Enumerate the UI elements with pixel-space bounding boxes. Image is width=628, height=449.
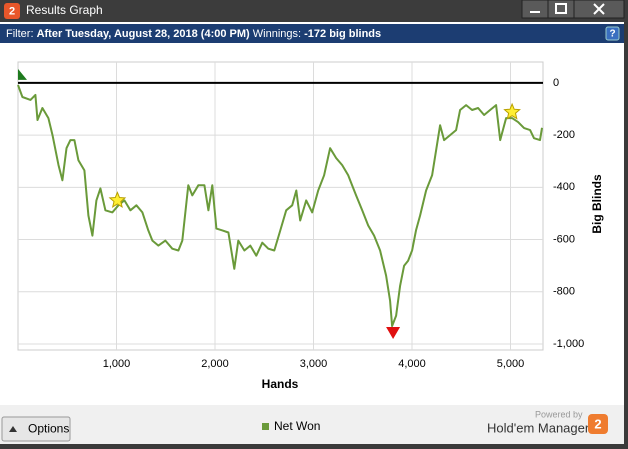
y-tick-label: -400 xyxy=(553,181,575,193)
options-button[interactable] xyxy=(1,416,71,442)
footer xyxy=(0,405,624,444)
y-tick-label: 0 xyxy=(553,77,559,89)
window-title: Results Graph xyxy=(26,3,103,17)
y-tick-label: -800 xyxy=(553,286,575,298)
powered-by: Powered by xyxy=(535,409,583,419)
brand-logo-text: 2 xyxy=(594,416,601,431)
brand-logo xyxy=(588,414,608,434)
app-icon xyxy=(4,3,20,19)
y-tick-label: -1,000 xyxy=(553,338,584,350)
legend-swatch xyxy=(262,423,269,430)
x-tick-label: 5,000 xyxy=(497,358,525,370)
y-tick-label: -600 xyxy=(553,233,575,245)
filter-value: After Tuesday, August 28, 2018 (4:00 PM) xyxy=(37,28,250,40)
x-tick-label: 4,000 xyxy=(398,358,426,370)
brand-name: Hold'em Manager xyxy=(487,420,590,435)
app-icon-text: 2 xyxy=(9,5,15,17)
minimize-button[interactable] xyxy=(521,0,549,19)
filter-bar xyxy=(0,24,624,43)
x-axis-label: Hands xyxy=(262,377,299,391)
x-tick-label: 3,000 xyxy=(300,358,328,370)
marker xyxy=(503,102,521,120)
marker xyxy=(386,327,401,340)
winnings-label: Winnings: xyxy=(253,28,301,40)
close-icon xyxy=(593,3,605,15)
marker xyxy=(108,191,127,208)
help-icon: ? xyxy=(609,29,615,40)
window-buttons[interactable] xyxy=(521,0,625,19)
series-line xyxy=(17,84,543,327)
maximize-button[interactable] xyxy=(547,0,575,19)
options-arrow xyxy=(9,426,17,432)
winnings-value: -172 big blinds xyxy=(304,28,381,40)
title-bar xyxy=(0,0,628,22)
filter-text: Filter: After Tuesday, August 28, 2018 (… xyxy=(6,28,381,40)
x-tick-label: 2,000 xyxy=(201,358,229,370)
filter-label: Filter: xyxy=(6,28,34,40)
y-axis-label: Big Blinds xyxy=(590,174,604,234)
help-button[interactable] xyxy=(605,26,620,41)
plot-area xyxy=(17,61,544,351)
x-tick-label: 1,000 xyxy=(103,358,131,370)
options-label: Options xyxy=(28,422,69,436)
legend-label: Net Won xyxy=(274,419,320,433)
marker xyxy=(18,68,27,80)
maximize-icon xyxy=(555,3,567,14)
y-tick-label: -200 xyxy=(553,129,575,141)
